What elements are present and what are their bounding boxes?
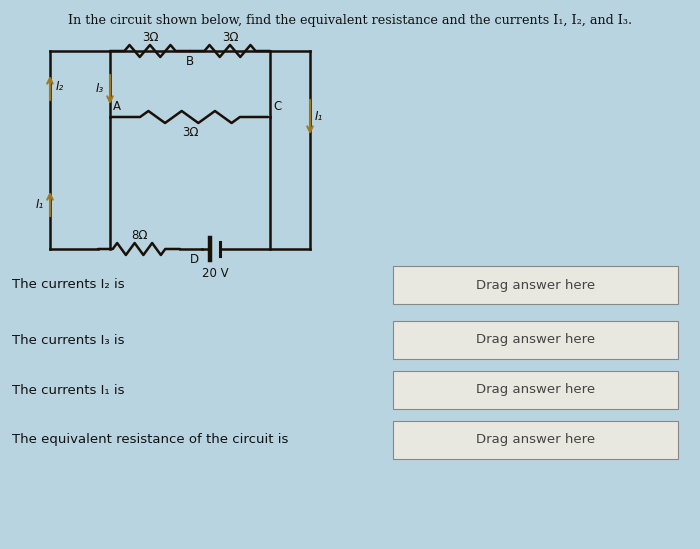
Text: 8Ω: 8Ω: [131, 229, 147, 242]
Text: In the circuit shown below, find the equivalent resistance and the currents I₁, : In the circuit shown below, find the equ…: [68, 14, 632, 27]
Text: Drag answer here: Drag answer here: [476, 278, 595, 292]
Text: Drag answer here: Drag answer here: [476, 434, 595, 446]
Text: 3Ω: 3Ω: [182, 126, 198, 139]
Text: 3Ω: 3Ω: [141, 31, 158, 44]
Text: 3Ω: 3Ω: [222, 31, 238, 44]
Text: I₃: I₃: [96, 82, 104, 96]
Text: I₂: I₂: [56, 80, 64, 92]
Bar: [393, 371, 678, 409]
Text: Drag answer here: Drag answer here: [476, 384, 595, 396]
Bar: [393, 266, 678, 304]
Text: I₁: I₁: [315, 110, 323, 124]
Text: D: D: [190, 253, 199, 266]
Bar: [393, 321, 678, 359]
Text: A: A: [113, 100, 121, 113]
Text: 20 V: 20 V: [202, 267, 228, 280]
Text: The currents I₁ is: The currents I₁ is: [12, 384, 125, 396]
Text: The currents I₃ is: The currents I₃ is: [12, 333, 125, 346]
Text: The equivalent resistance of the circuit is: The equivalent resistance of the circuit…: [12, 434, 288, 446]
Text: B: B: [186, 55, 194, 68]
Text: C: C: [273, 100, 281, 113]
Text: The currents I₂ is: The currents I₂ is: [12, 278, 125, 292]
Bar: [393, 421, 678, 459]
Text: I₁: I₁: [36, 198, 44, 210]
Text: Drag answer here: Drag answer here: [476, 333, 595, 346]
